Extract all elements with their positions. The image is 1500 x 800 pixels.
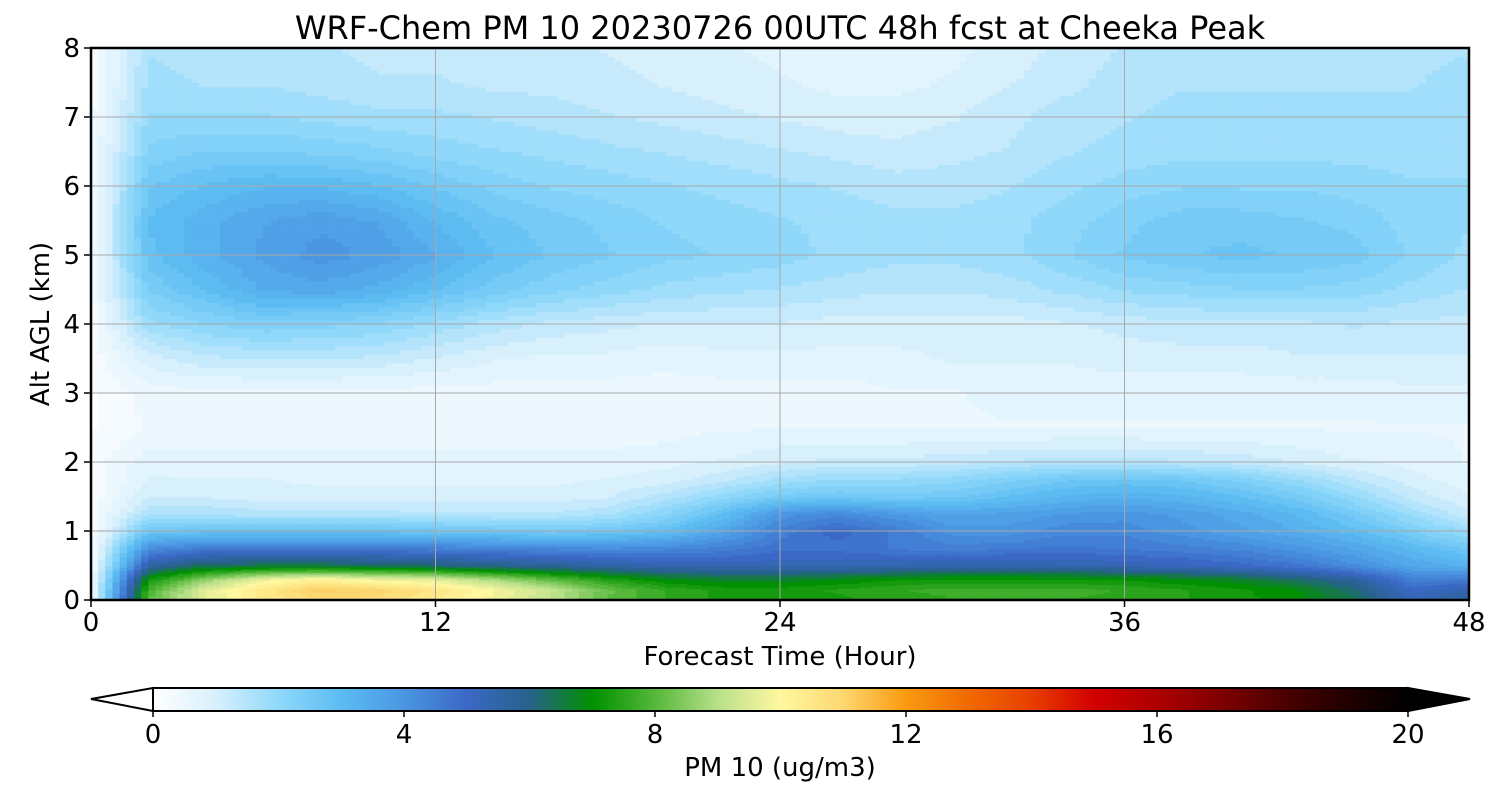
pm10-time-height-chart: WRF-Chem PM 10 20230726 00UTC 48h fcst a… xyxy=(0,0,1500,800)
chart-title: WRF-Chem PM 10 20230726 00UTC 48h fcst a… xyxy=(295,9,1266,47)
plot-area xyxy=(91,48,1470,601)
